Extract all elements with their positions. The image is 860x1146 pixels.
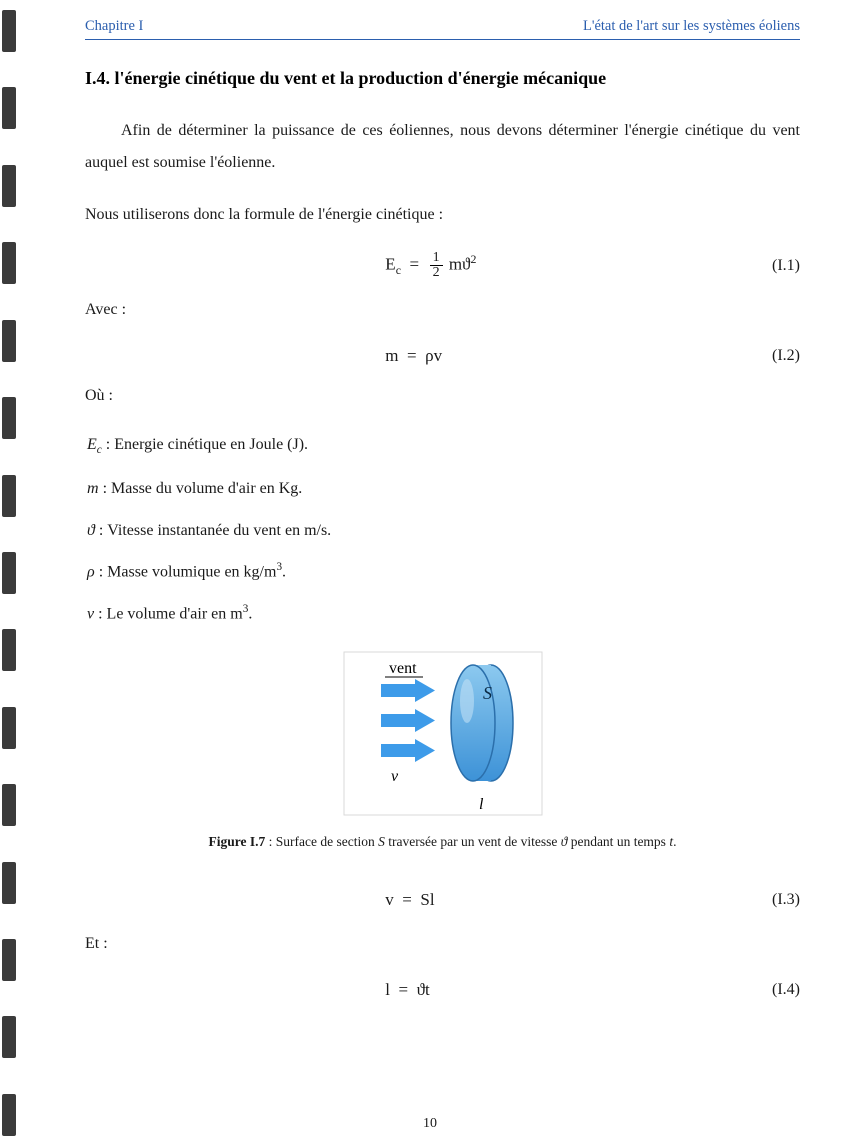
header-title: L'état de l'art sur les systèmes éoliens bbox=[583, 18, 800, 35]
def-m: m : Masse du volume d'air en Kg. bbox=[87, 476, 800, 502]
label-avec: Avec : bbox=[85, 294, 800, 326]
header-chapter: Chapitre I bbox=[85, 18, 143, 35]
binding-mark bbox=[2, 87, 16, 129]
definition-list: Ec : Energie cinétique en Joule (J). m :… bbox=[87, 432, 800, 627]
eq1-frac-bot: 2 bbox=[430, 266, 443, 280]
figure-svg: vent v bbox=[343, 651, 543, 816]
figure-l-label: l bbox=[479, 796, 484, 813]
figure-I7: vent v bbox=[85, 651, 800, 850]
def-v: v : Le volume d'air en m3. bbox=[87, 601, 800, 627]
def-Ec-text: : Energie cinétique en Joule (J). bbox=[102, 436, 308, 453]
label-et: Et : bbox=[85, 928, 800, 960]
figure-vent-label: vent bbox=[389, 660, 417, 677]
eq1-fraction: 1 2 bbox=[430, 251, 443, 280]
def-rho-text-pre: : Masse volumique en kg/m bbox=[95, 564, 277, 581]
caption-S: S bbox=[378, 834, 385, 849]
def-rho-text-post: . bbox=[282, 564, 286, 581]
section-title: I.4. l'énergie cinétique du vent et la p… bbox=[85, 68, 800, 89]
caption-r2: traversée par un vent de vitesse bbox=[385, 834, 561, 849]
page-number: 10 bbox=[0, 1116, 860, 1132]
equation-1: Ec = 1 2 mϑ2 (I.1) bbox=[85, 251, 800, 280]
binding-mark bbox=[2, 784, 16, 826]
equation-1-body: Ec = 1 2 mϑ2 bbox=[385, 251, 476, 280]
binding-mark bbox=[2, 242, 16, 284]
paragraph-intro: Afin de déterminer la puissance de ces é… bbox=[85, 115, 800, 179]
binding-mark bbox=[2, 475, 16, 517]
figure-s-label: S bbox=[483, 683, 492, 703]
binding-mark bbox=[2, 320, 16, 362]
caption-r4: . bbox=[673, 834, 676, 849]
eq1-E: E bbox=[385, 254, 395, 273]
eq3-lhs: v bbox=[385, 890, 394, 909]
page-header: Chapitre I L'état de l'art sur les systè… bbox=[85, 18, 800, 40]
equation-2-body: m = ρv bbox=[385, 346, 442, 366]
equation-3: v = Sl (I.3) bbox=[85, 890, 800, 910]
def-m-text: : Masse du volume d'air en Kg. bbox=[99, 480, 303, 497]
def-v-text-post: . bbox=[248, 606, 252, 623]
equation-4-body: l = ϑt bbox=[385, 980, 429, 1000]
def-Ec: Ec : Energie cinétique en Joule (J). bbox=[87, 432, 800, 460]
eq2-rhs: ρv bbox=[425, 346, 442, 365]
def-theta: ϑ : Vitesse instantanée du vent en m/s. bbox=[87, 518, 800, 544]
binding-mark bbox=[2, 397, 16, 439]
arrow-1 bbox=[381, 679, 435, 702]
def-m-sym: m bbox=[87, 480, 99, 497]
binding-mark bbox=[2, 165, 16, 207]
binding-mark bbox=[2, 939, 16, 981]
def-v-text-pre: : Le volume d'air en m bbox=[94, 606, 243, 623]
equation-2-number: (I.2) bbox=[772, 347, 800, 365]
eq4-lhs: l bbox=[385, 980, 390, 999]
eq4-rhs: ϑt bbox=[417, 980, 430, 999]
binding-mark bbox=[2, 629, 16, 671]
caption-r1: : Surface de section bbox=[265, 834, 378, 849]
disk-highlight bbox=[460, 679, 474, 723]
label-ou: Où : bbox=[85, 380, 800, 412]
figure-caption: Figure I.7 : Surface de section S traver… bbox=[209, 834, 677, 850]
wind-arrows bbox=[381, 679, 435, 762]
arrow-2 bbox=[381, 709, 435, 732]
equation-3-body: v = Sl bbox=[385, 890, 434, 910]
caption-bold: Figure I.7 bbox=[209, 834, 266, 849]
binding-mark bbox=[2, 552, 16, 594]
caption-r3: pendant un temps bbox=[567, 834, 669, 849]
equation-3-number: (I.3) bbox=[772, 891, 800, 909]
eq3-rhs: Sl bbox=[420, 890, 434, 909]
paragraph-formula-intro: Nous utiliserons donc la formule de l'én… bbox=[85, 199, 800, 231]
eq2-lhs: m bbox=[385, 346, 398, 365]
eq1-sub: c bbox=[396, 263, 401, 277]
def-Ec-sym: E bbox=[87, 436, 97, 453]
def-rho-sym: ρ bbox=[87, 564, 95, 581]
binding-mark bbox=[2, 1016, 16, 1058]
equation-4: l = ϑt (I.4) bbox=[85, 980, 800, 1000]
def-theta-text: : Vitesse instantanée du vent en m/s. bbox=[95, 522, 331, 539]
binding-mark bbox=[2, 862, 16, 904]
arrow-3 bbox=[381, 739, 435, 762]
eq1-frac-top: 1 bbox=[430, 251, 443, 266]
equation-2: m = ρv (I.2) bbox=[85, 346, 800, 366]
def-theta-sym: ϑ bbox=[87, 522, 95, 539]
binding-mark bbox=[2, 707, 16, 749]
equation-4-number: (I.4) bbox=[772, 981, 800, 999]
eq1-rest: mϑ bbox=[449, 254, 471, 273]
eq1-sup: 2 bbox=[470, 252, 476, 266]
figure-v-label: v bbox=[391, 768, 399, 785]
binding-mark bbox=[2, 10, 16, 52]
binding-marks bbox=[0, 0, 18, 1146]
equation-1-number: (I.1) bbox=[772, 257, 800, 275]
def-rho: ρ : Masse volumique en kg/m3. bbox=[87, 559, 800, 585]
